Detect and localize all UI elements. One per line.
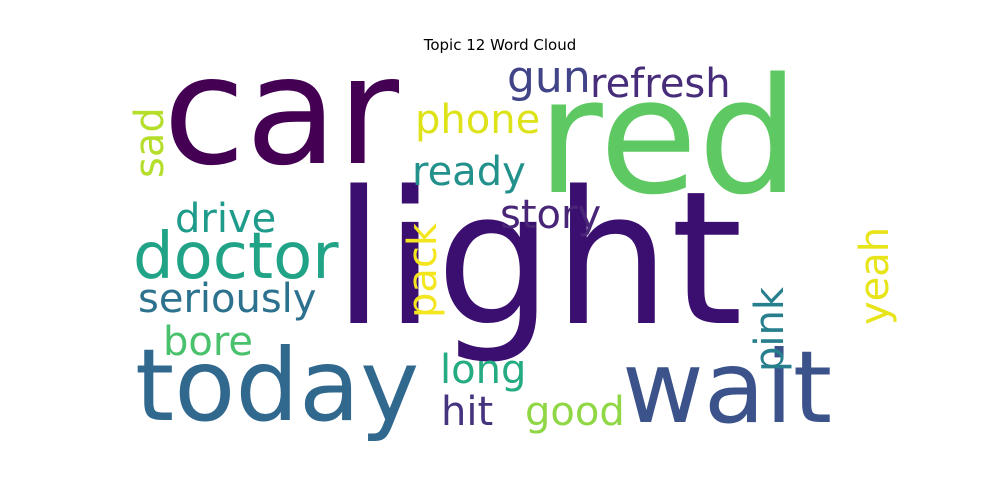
word-drive: drive	[175, 196, 276, 242]
word-light: light	[333, 151, 743, 367]
word-yeah: yeah	[852, 227, 898, 325]
word-pack: pack	[400, 222, 446, 318]
word-phone: phone	[415, 97, 540, 143]
word-car: car	[163, 25, 399, 199]
word-long: long	[440, 347, 526, 393]
word-red: red	[537, 43, 799, 230]
chart-title: Topic 12 Word Cloud	[423, 36, 577, 54]
word-doctor: doctor	[133, 220, 339, 294]
word-story: story	[500, 192, 601, 238]
word-pink: pink	[747, 286, 793, 372]
word-bore: bore	[163, 319, 253, 365]
word-ready: ready	[412, 149, 526, 195]
word-hit: hit	[441, 389, 493, 435]
word-sad: sad	[127, 107, 173, 178]
word-today: today	[135, 327, 419, 444]
word-gun: gun	[507, 52, 591, 103]
word-seriously: seriously	[138, 276, 316, 322]
word-wait: wait	[622, 329, 832, 446]
word-refresh: refresh	[590, 61, 731, 107]
word-good: good	[525, 389, 625, 435]
